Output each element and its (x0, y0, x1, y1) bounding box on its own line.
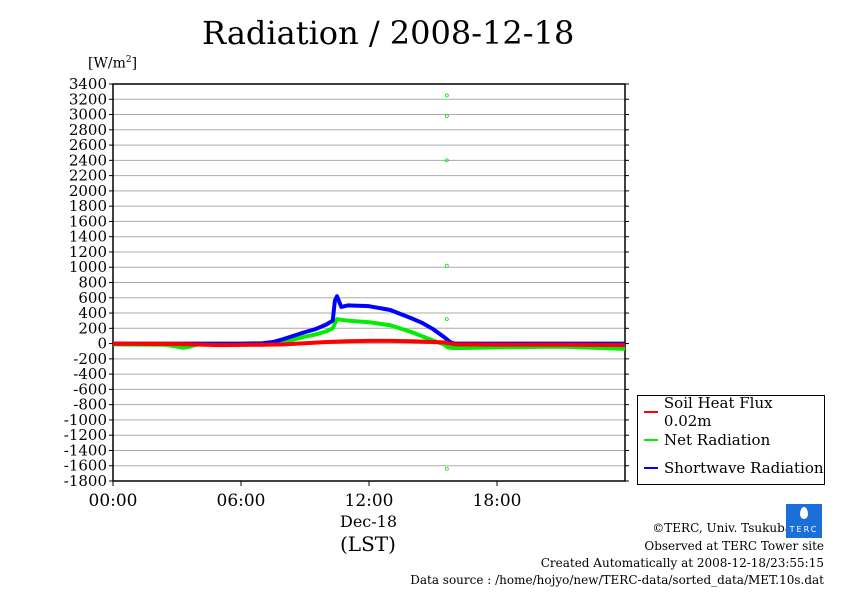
legend-item-shortwave: Shortwave Radiation (644, 458, 824, 478)
terc-logo: TERC (786, 504, 822, 538)
data-source-note: Data source : /home/hojyo/new/TERC-data/… (410, 573, 824, 587)
chart-title: Radiation / 2008-12-18 (202, 14, 575, 52)
y-tick-label: 2400 (69, 151, 107, 169)
created-note: Created Automatically at 2008-12-18/23:5… (540, 556, 824, 570)
y-tick-label: 1200 (69, 243, 107, 261)
y-axis-label: [W/m2] (88, 55, 138, 72)
y-tick-label: 1000 (69, 258, 107, 276)
shortwave-radiation-line (113, 294, 625, 346)
outlier-point (444, 466, 449, 471)
y-tick-label: -600 (73, 380, 107, 398)
legend-label: Soil Heat Flux 0.02m (663, 394, 773, 430)
outlier-point (444, 158, 449, 163)
x-tick-label: 12:00 (345, 491, 394, 511)
y-tick-label: 3000 (69, 106, 107, 124)
y-tick-label: 2000 (69, 182, 107, 200)
y-tick-label: 1400 (69, 228, 107, 246)
legend-item-net: Net Radiation (644, 430, 770, 450)
legend-label: Shortwave Radiation (664, 459, 824, 477)
y-tick-label: 2800 (69, 121, 107, 139)
y-tick-label: -1600 (64, 457, 107, 475)
y-tick-label: 400 (78, 304, 107, 322)
x-tick-label: 06:00 (217, 491, 266, 511)
outlier-point (444, 317, 449, 322)
legend-label: Net Radiation (664, 431, 771, 449)
y-tick-label: 2600 (69, 136, 107, 154)
y-tick-label: 800 (78, 274, 107, 292)
legend-item-soil: Soil Heat Flux 0.02m (644, 394, 824, 430)
y-tick-label: 3400 (69, 75, 107, 93)
outlier-point (444, 93, 449, 98)
y-tick-label: 0 (97, 335, 107, 353)
y-tick-label: -400 (73, 365, 107, 383)
observed-note: Observed at TERC Tower site (644, 539, 824, 553)
y-tick-label: 600 (78, 289, 107, 307)
x-tick-label: 00:00 (89, 491, 138, 511)
y-tick-label: -1000 (64, 411, 107, 429)
soil-heat-flux-line (112, 338, 626, 348)
y-tick-label: 1800 (69, 197, 107, 215)
y-tick-label: 1600 (69, 212, 107, 230)
outlier-point (444, 114, 449, 118)
outlier-point (444, 263, 449, 268)
x-tick-label: 18:00 (473, 491, 522, 511)
y-tick-label: 2200 (69, 167, 107, 185)
logo-text: TERC (789, 525, 819, 534)
y-tick-label: -1400 (64, 441, 107, 459)
y-tick-label: -1800 (64, 472, 107, 490)
y-tick-label: 200 (78, 319, 107, 337)
copyright: ©TERC, Univ. Tsukuba (652, 521, 792, 535)
y-tick-label: -800 (73, 396, 107, 414)
legend: Soil Heat Flux 0.02m Net Radiation Short… (637, 394, 825, 485)
x-axis-label: (LST) (340, 532, 396, 556)
plot-frame (112, 83, 626, 482)
y-tick-label: -1200 (64, 426, 107, 444)
y-tick-label: -200 (73, 350, 107, 368)
x-date-label: Dec-18 (340, 512, 398, 531)
y-tick-label: 3200 (69, 90, 107, 108)
